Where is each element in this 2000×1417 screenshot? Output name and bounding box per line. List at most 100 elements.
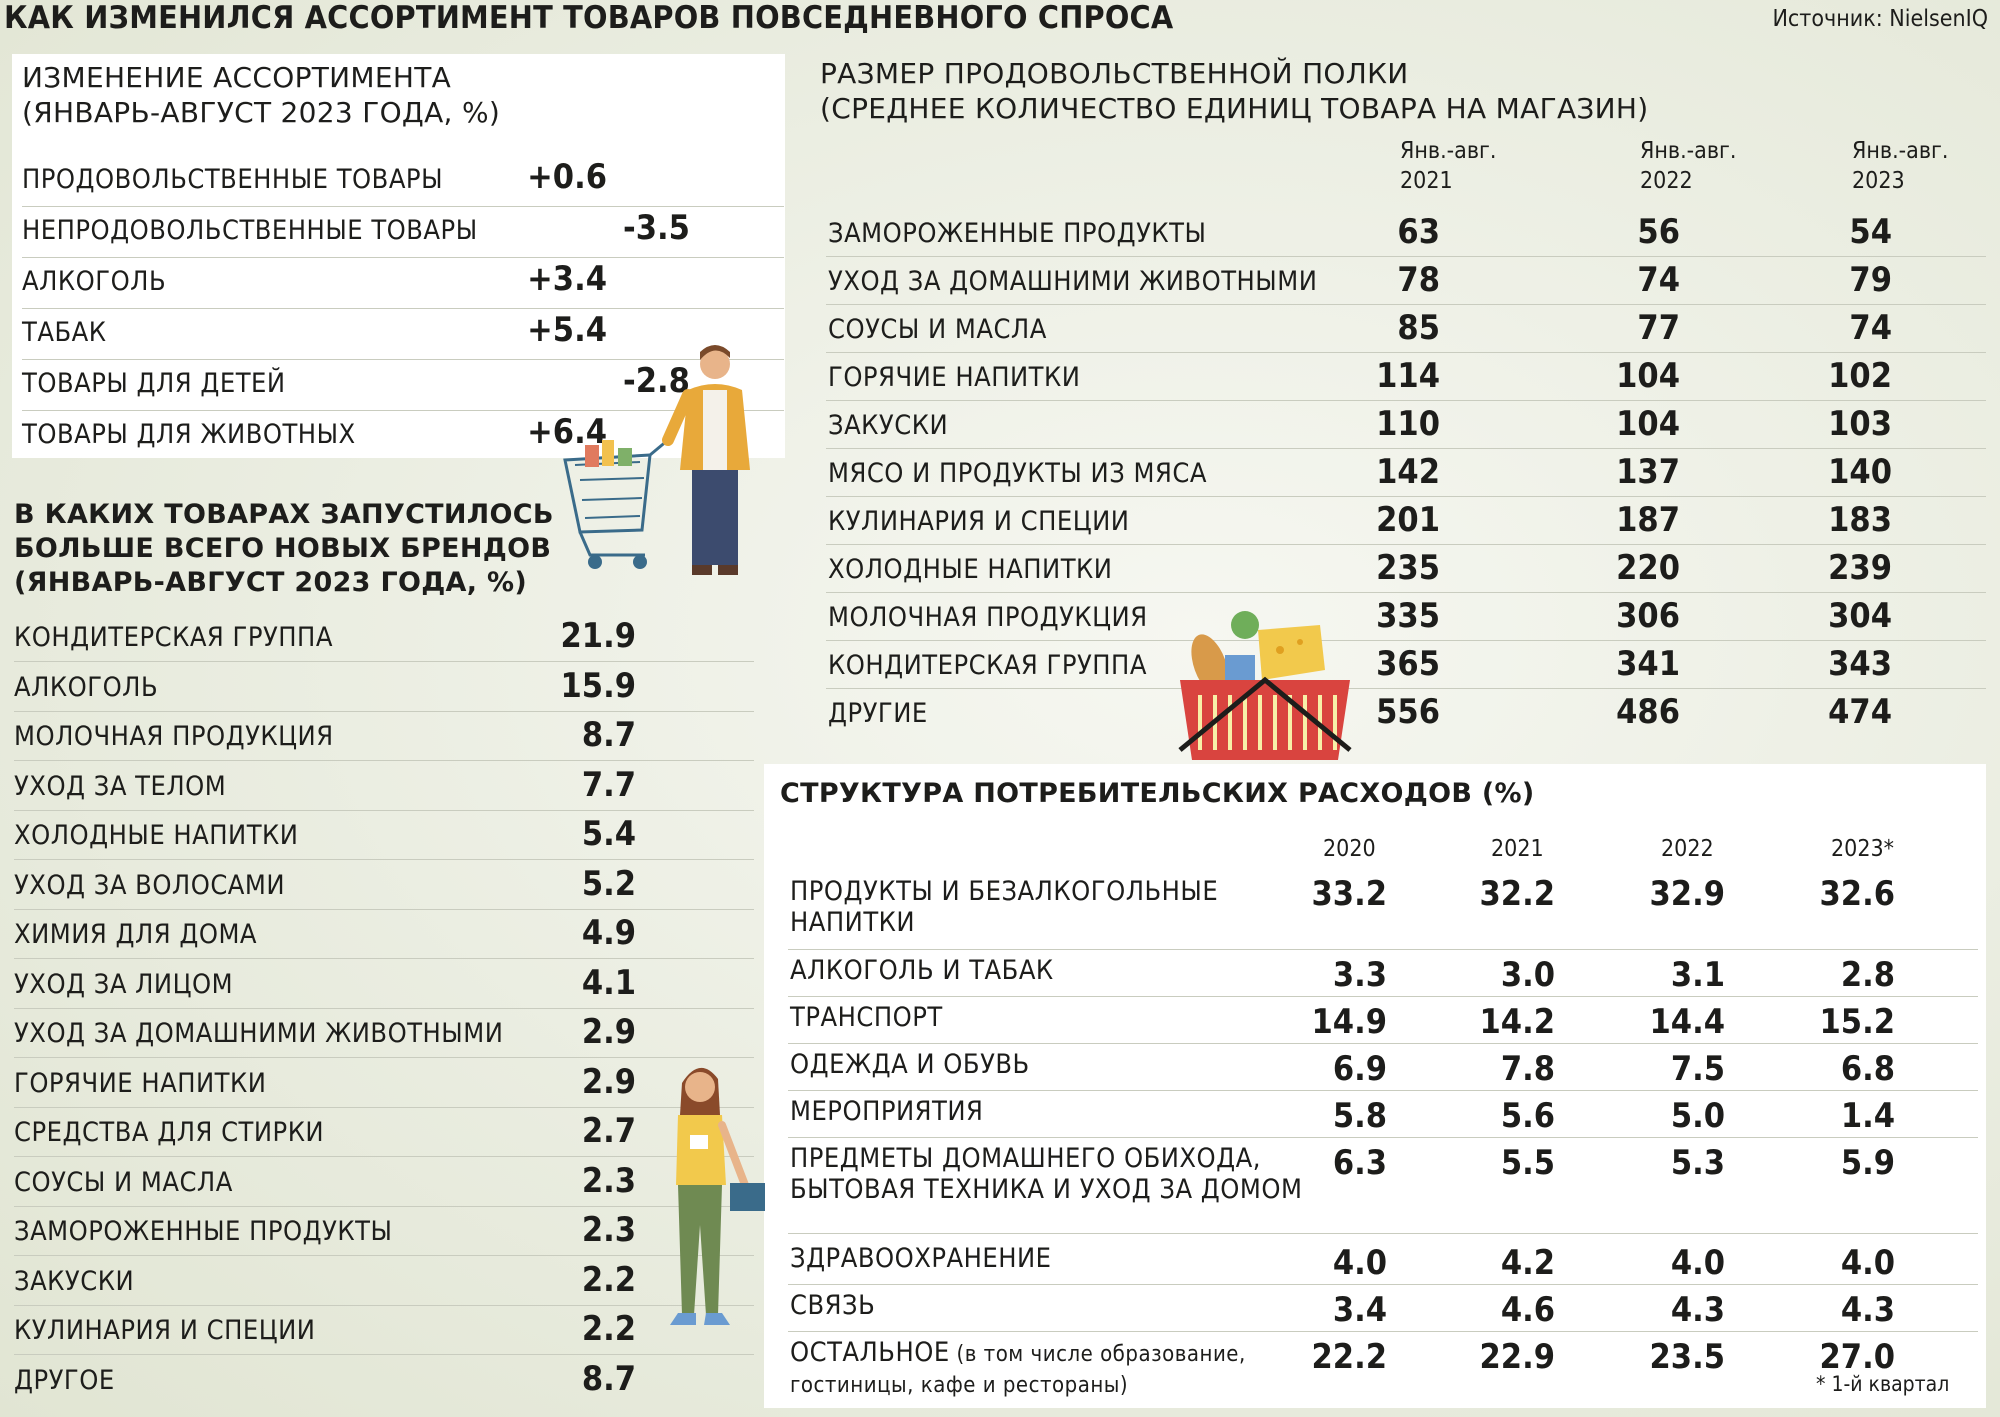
row-label: АЛКОГОЛЬ bbox=[14, 672, 159, 703]
row-label: КОНДИТЕРСКАЯ ГРУППА bbox=[828, 650, 1147, 681]
row-label: ТОВАРЫ ДЛЯ ЖИВОТНЫХ bbox=[22, 419, 356, 450]
data-label: 3.3 bbox=[1332, 955, 1387, 995]
source-note: Источник: NielsenIQ bbox=[1772, 6, 1988, 32]
data-label: 365 bbox=[1376, 644, 1440, 684]
data-label: 15.2 bbox=[1819, 1002, 1895, 1042]
bar bbox=[644, 868, 672, 906]
data-label: 4.0 bbox=[1840, 1243, 1895, 1283]
basket-illustration bbox=[1178, 611, 1352, 760]
series-year: 2021 bbox=[1400, 168, 1453, 194]
bar bbox=[1901, 648, 1952, 684]
bar bbox=[644, 1115, 659, 1153]
bar bbox=[1901, 360, 1916, 396]
bar bbox=[1451, 312, 1464, 348]
bar bbox=[1732, 1053, 1749, 1089]
bar bbox=[1902, 1147, 1915, 1183]
data-label: 4.0 bbox=[1670, 1243, 1725, 1283]
row-divider bbox=[14, 1353, 754, 1355]
row-label: ХИМИЯ ДЛЯ ДОМА bbox=[14, 919, 258, 950]
bar bbox=[1902, 878, 1974, 914]
bar bbox=[1396, 959, 1403, 995]
data-label: 79 bbox=[1849, 260, 1892, 300]
data-label: 56 bbox=[1637, 212, 1680, 252]
bar bbox=[1690, 216, 1700, 252]
row-divider bbox=[22, 206, 784, 207]
label-line: ПРЕДМЕТЫ ДОМАШНЕГО ОБИХОДА, bbox=[790, 1143, 1261, 1174]
bar bbox=[644, 917, 670, 955]
bar bbox=[1396, 1147, 1410, 1183]
row-divider bbox=[14, 908, 754, 910]
row-label: УХОД ЗА ДОМАШНИМИ ЖИВОТНЫМИ bbox=[828, 266, 1318, 297]
data-label: 4.6 bbox=[1500, 1290, 1555, 1330]
bar bbox=[1451, 600, 1501, 636]
data-label: 7.7 bbox=[581, 765, 636, 805]
spending-structure-title: СТРУКТУРА ПОТРЕБИТЕЛЬСКИХ РАСХОДОВ (%) bbox=[780, 778, 1535, 809]
bar bbox=[1451, 264, 1463, 300]
row-label: УХОД ЗА ВОЛОСАМИ bbox=[14, 870, 286, 901]
data-label: 27.0 bbox=[1819, 1337, 1895, 1377]
bar bbox=[1690, 504, 1718, 540]
data-label: 201 bbox=[1376, 500, 1440, 540]
series-name: 2020 bbox=[1323, 836, 1376, 862]
row-label: ПРОДОВОЛЬСТВЕННЫЕ ТОВАРЫ bbox=[22, 164, 444, 195]
row-label: ТРАНСПОРТ bbox=[790, 1002, 943, 1033]
row-divider bbox=[788, 1137, 1978, 1138]
row-divider bbox=[22, 410, 784, 411]
data-label: 343 bbox=[1828, 644, 1892, 684]
row-divider bbox=[22, 308, 784, 309]
row-label: СРЕДСТВА ДЛЯ СТИРКИ bbox=[14, 1117, 325, 1148]
data-label: +3.4 bbox=[527, 259, 607, 299]
data-label: 4.1 bbox=[581, 963, 636, 1003]
shelf-size-title: РАЗМЕР ПРОДОВОЛЬСТВЕННОЙ ПОЛКИ (СРЕДНЕЕ … bbox=[820, 57, 1649, 125]
row-label: КОНДИТЕРСКАЯ ГРУППА bbox=[14, 622, 333, 653]
data-label: 5.9 bbox=[1840, 1143, 1895, 1183]
bar bbox=[644, 769, 686, 807]
row-label: ПРОДУКТЫ И БЕЗАЛКОГОЛЬНЫЕ НАПИТКИ bbox=[790, 876, 1218, 938]
data-label: 235 bbox=[1376, 548, 1440, 588]
data-label: 3.1 bbox=[1670, 955, 1725, 995]
label-line: БЫТОВАЯ ТЕХНИКА И УХОД ЗА ДОМОМ bbox=[790, 1174, 1303, 1205]
data-label: 306 bbox=[1616, 596, 1680, 636]
data-label: 32.9 bbox=[1649, 874, 1725, 914]
data-label: 142 bbox=[1376, 452, 1440, 492]
bar bbox=[1396, 878, 1469, 914]
data-label: 335 bbox=[1376, 596, 1440, 636]
series-header: Янв.-авг. 2021 bbox=[1400, 136, 1496, 196]
bar bbox=[1451, 648, 1505, 684]
data-label: 74 bbox=[1849, 308, 1892, 348]
row-divider bbox=[14, 1155, 754, 1157]
row-divider bbox=[826, 304, 1986, 305]
data-label: 304 bbox=[1828, 596, 1892, 636]
data-label: 8.7 bbox=[581, 1359, 636, 1399]
row-label: ГОРЯЧИЕ НАПИТКИ bbox=[828, 362, 1081, 393]
data-label: 183 bbox=[1828, 500, 1892, 540]
bar bbox=[1732, 1294, 1741, 1330]
bar bbox=[644, 1313, 656, 1351]
row-divider bbox=[14, 1304, 754, 1306]
bar bbox=[1396, 1341, 1445, 1377]
series-header: Янв.-авг. 2023 bbox=[1852, 136, 1948, 196]
row-divider bbox=[14, 1205, 754, 1207]
bar bbox=[1732, 1341, 1784, 1377]
row-divider bbox=[826, 688, 1986, 689]
shopping-cart-icon bbox=[563, 438, 669, 569]
row-divider bbox=[826, 400, 1986, 401]
data-label: 104 bbox=[1616, 356, 1680, 396]
data-label: 7.8 bbox=[1500, 1049, 1555, 1089]
row-divider bbox=[826, 256, 1986, 257]
label-line: НАПИТКИ bbox=[790, 907, 916, 938]
row-divider bbox=[14, 858, 754, 860]
bar bbox=[1562, 1247, 1571, 1283]
data-label: 102 bbox=[1828, 356, 1892, 396]
row-divider bbox=[788, 1043, 1978, 1044]
bar bbox=[1451, 408, 1467, 444]
bar bbox=[1902, 1247, 1911, 1283]
data-label: 5.3 bbox=[1670, 1143, 1725, 1183]
bar bbox=[1732, 1147, 1744, 1183]
series-name: 2023* bbox=[1831, 836, 1894, 862]
row-divider bbox=[826, 496, 1986, 497]
bar bbox=[644, 1016, 660, 1054]
bar bbox=[1396, 1100, 1409, 1136]
bar bbox=[1396, 1247, 1405, 1283]
data-label: 5.2 bbox=[581, 864, 636, 904]
